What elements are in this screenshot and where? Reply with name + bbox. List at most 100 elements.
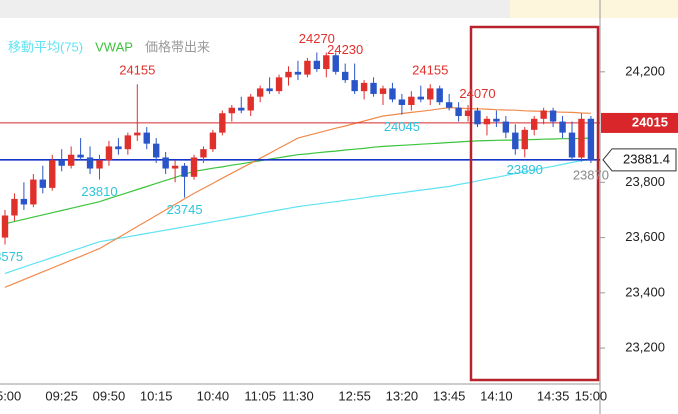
y-tick-label: 23,200 bbox=[625, 340, 665, 355]
x-tick-label: 09:25 bbox=[45, 388, 78, 403]
low-label: 23870 bbox=[573, 167, 609, 182]
candle-body bbox=[294, 71, 302, 75]
candle-body bbox=[39, 179, 46, 188]
candle-body bbox=[49, 160, 56, 188]
candle-body bbox=[134, 132, 141, 136]
series-line bbox=[4, 137, 591, 225]
x-tick-label: 09:50 bbox=[93, 388, 126, 403]
high-label: 24070 bbox=[459, 86, 495, 101]
candle-body bbox=[370, 82, 377, 94]
candle-body bbox=[578, 118, 585, 158]
candle-body bbox=[11, 198, 18, 216]
candle-body bbox=[360, 82, 368, 92]
candle-body bbox=[502, 121, 510, 133]
x-tick-label: 15:00 bbox=[575, 388, 608, 403]
candle-body bbox=[30, 179, 37, 205]
candle-body bbox=[105, 146, 113, 161]
candle-body bbox=[275, 77, 283, 92]
marks bbox=[1, 52, 595, 245]
candle-body bbox=[266, 88, 273, 92]
candle-body bbox=[568, 132, 576, 158]
candle-body bbox=[512, 132, 519, 150]
y-tick-label: 23,600 bbox=[625, 229, 665, 244]
candle-body bbox=[247, 96, 254, 111]
candle-body bbox=[20, 198, 28, 205]
legend-entry: 移動平均(75) bbox=[8, 39, 83, 54]
candle-body bbox=[228, 107, 235, 114]
candle-body bbox=[77, 154, 84, 158]
x-tick-label: 13:45 bbox=[433, 388, 466, 403]
high-label: 24270 bbox=[299, 31, 335, 46]
candle-body bbox=[455, 107, 462, 117]
low-label: 23890 bbox=[507, 162, 543, 177]
x-tick-label: 11:30 bbox=[282, 388, 314, 403]
x-tick-label: 10:15 bbox=[140, 388, 173, 403]
candle-body bbox=[379, 88, 387, 94]
candle-body bbox=[493, 118, 500, 122]
candle-body bbox=[86, 157, 94, 169]
price-tag-label: 23881.4 bbox=[623, 151, 670, 166]
candle-body bbox=[96, 160, 103, 169]
candle-body bbox=[256, 88, 264, 97]
candle-body bbox=[483, 118, 491, 125]
candle-body bbox=[342, 71, 349, 81]
candle-body bbox=[181, 165, 188, 177]
low-label: 23745 bbox=[166, 202, 202, 217]
low-label: 23575 bbox=[0, 249, 23, 264]
high-label: 24155 bbox=[412, 63, 448, 78]
low-label: 24045 bbox=[384, 119, 420, 134]
candle-body bbox=[531, 118, 538, 130]
candle-body bbox=[474, 110, 481, 125]
candle-body bbox=[436, 88, 443, 103]
highlight-box bbox=[469, 25, 600, 382]
x-tick-label: 10:40 bbox=[197, 388, 230, 403]
candle-body bbox=[153, 143, 160, 158]
price-tag bbox=[601, 112, 678, 133]
price-tag-label: 24015 bbox=[632, 114, 668, 129]
x-tick-label: 15:00 bbox=[0, 388, 21, 403]
top-panel bbox=[510, 0, 678, 18]
candle-body bbox=[332, 55, 339, 72]
candle-body bbox=[559, 121, 566, 133]
y-tick-label: 23,800 bbox=[625, 174, 665, 189]
candle-body bbox=[190, 157, 198, 177]
candle-body bbox=[323, 55, 330, 70]
candle-body bbox=[58, 160, 65, 166]
series-line bbox=[4, 158, 592, 275]
high-label: 24230 bbox=[327, 42, 363, 57]
candle-body bbox=[427, 88, 434, 100]
candle-body bbox=[124, 135, 132, 150]
price-tag bbox=[602, 148, 677, 172]
candle-body bbox=[238, 107, 245, 111]
low-label: 23810 bbox=[81, 184, 117, 199]
candle-body bbox=[162, 157, 169, 169]
top-bar bbox=[0, 0, 600, 18]
candle-body bbox=[209, 132, 217, 150]
candle-body bbox=[67, 154, 75, 166]
candle-body bbox=[171, 165, 179, 169]
candle-body bbox=[549, 110, 557, 122]
candle-body bbox=[521, 129, 528, 150]
high-label: 24155 bbox=[119, 63, 155, 78]
x-tick-label: 11:05 bbox=[244, 388, 276, 403]
legend-entry: VWAP bbox=[95, 39, 133, 54]
candle-body bbox=[540, 110, 547, 119]
candle-body bbox=[398, 99, 406, 105]
candle-body bbox=[445, 102, 453, 108]
candle-body bbox=[285, 71, 292, 78]
candle-body bbox=[143, 132, 150, 144]
x-tick-label: 13:20 bbox=[386, 388, 419, 403]
candle-body bbox=[587, 118, 595, 160]
candle-body bbox=[408, 96, 415, 105]
candle-body bbox=[219, 113, 226, 133]
candle-body bbox=[389, 88, 396, 100]
series-line bbox=[4, 107, 591, 288]
candle-body bbox=[417, 96, 424, 100]
candle-body bbox=[351, 80, 358, 92]
y-tick-label: 23,400 bbox=[625, 284, 665, 299]
candle-body bbox=[304, 60, 311, 75]
candle-body bbox=[464, 110, 472, 117]
candle-body bbox=[115, 146, 122, 150]
